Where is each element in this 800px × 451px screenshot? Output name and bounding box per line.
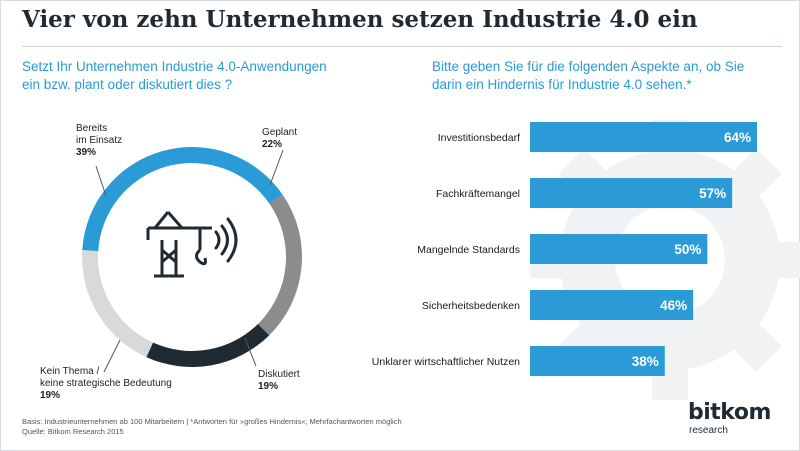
bar-category-label: Unklarer wirtschaftlicher Nutzen: [372, 356, 520, 368]
bar-value-label: 57%: [699, 186, 726, 201]
leader-line-bereits-im-einsatz: [95, 165, 107, 197]
bars: Investitionsbedarf 64% Fachkräftemangel 57%…: [372, 122, 757, 376]
bar-category-label: Sicherheitsbedenken: [422, 300, 520, 312]
donut-leader-lines: [95, 149, 284, 373]
title-divider: [22, 46, 782, 47]
bar-category-label: Investitionsbedarf: [438, 132, 520, 144]
left-question: Setzt Ihr Unternehmen Industrie 4.0-Anwe…: [22, 58, 382, 94]
donut-label-value: 19%: [40, 390, 61, 401]
bar-value-label: 64%: [724, 130, 751, 145]
bar-value-label: 50%: [674, 242, 701, 257]
bar-value-label: 38%: [632, 354, 659, 369]
donut-label-bereits-im-einsatz: Bereits im Einsatz 39%: [76, 123, 122, 159]
leader-line-diskutiert: [244, 337, 257, 367]
footer: Basis: Industrieunternehmen ab 100 Mitar…: [22, 417, 402, 437]
donut-label-text: Diskutiert: [258, 369, 300, 380]
left-question-line-1: Setzt Ihr Unternehmen Industrie 4.0-Anwe…: [22, 59, 327, 74]
bar-4: [530, 346, 665, 376]
crane-icon: [146, 211, 212, 278]
bar-value-label: 46%: [660, 298, 687, 313]
donut-slice-diskutiert: [146, 323, 270, 367]
donut-label-diskutiert: Diskutiert 19%: [258, 369, 300, 393]
leader-line-geplant: [269, 149, 284, 186]
donut-label-kein-thema: Kein Thema / keine strategische Bedeutung…: [40, 366, 172, 402]
donut-label-text: Geplant: [262, 127, 298, 138]
bar-0: [530, 122, 757, 152]
donut-segments: [81, 146, 302, 367]
donut-label-geplant: Geplant 22%: [262, 127, 297, 151]
donut-label-text: Kein Thema /: [40, 366, 100, 377]
donut-label-text: im Einsatz: [76, 135, 123, 146]
footer-source: Quelle: Bitkom Research 2015: [22, 427, 124, 436]
right-question: Bitte geben Sie für die folgenden Aspekt…: [432, 58, 782, 94]
donut-slice-bereits-im-einsatz: [82, 146, 283, 252]
page-title: Vier von zehn Unternehmen setzen Industr…: [22, 6, 698, 33]
footer-base-note: Basis: Industrieunternehmen ab 100 Mitar…: [22, 417, 402, 426]
logo-sub: research: [689, 425, 728, 436]
bar-category-label: Fachkräftemangel: [436, 188, 520, 200]
logo-word: bitkom: [688, 400, 771, 425]
donut-label-value: 39%: [76, 147, 97, 158]
donut-label-value: 22%: [262, 139, 283, 150]
donut-label-value: 19%: [258, 381, 279, 392]
donut-label-text: Bereits: [76, 123, 108, 134]
bar-category-label: Mangelnde Standards: [417, 244, 520, 256]
left-question-line-2: ein bzw. plant oder diskutiert dies ?: [22, 77, 233, 92]
bar-3: [530, 290, 694, 320]
bitkom-research-logo: bitkom research: [688, 402, 788, 442]
wireless-signal-icon: [214, 217, 238, 263]
bar-2: [530, 234, 708, 264]
bar-1: [530, 178, 733, 208]
donut-slice-kein-thema: [81, 250, 154, 358]
right-question-line-1: Bitte geben Sie für die folgenden Aspekt…: [432, 59, 745, 74]
donut-label-text: keine strategische Bedeutung: [40, 378, 172, 389]
leader-line-kein-thema: [103, 339, 121, 373]
right-question-line-2: darin ein Hindernis für Industrie 4.0 se…: [432, 77, 692, 92]
donut-slice-geplant: [257, 194, 302, 336]
